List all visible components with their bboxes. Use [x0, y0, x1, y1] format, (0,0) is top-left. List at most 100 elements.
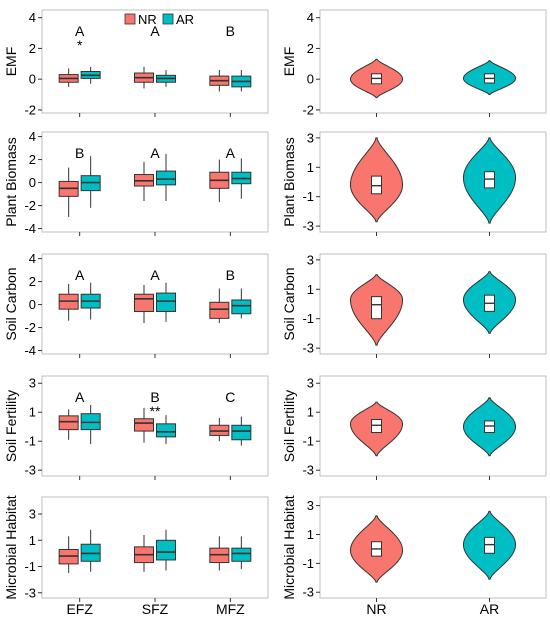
box-ar-efz [80, 529, 101, 572]
y-tick-label: -1 [302, 434, 314, 449]
box-ar-mfz [231, 158, 252, 199]
violin-inner-box [484, 420, 495, 434]
x-tick-label-efz: EFZ [66, 601, 93, 617]
box-ar-efz [80, 282, 101, 320]
box-iqr [134, 293, 154, 312]
significance-letter: A [75, 23, 85, 39]
legend-label-nr: NR [138, 12, 157, 27]
y-axis-label: EMF [3, 47, 19, 77]
panel-plant-biomass-by-zone: -4 -2 0 2 4 Plant Biomass B A A [3, 129, 269, 236]
y-tick-label: -3 [24, 463, 36, 478]
panel-frame [319, 9, 547, 114]
legend-swatch-nr [124, 13, 136, 25]
legend-swatch-ar [162, 13, 174, 25]
y-tick-label: 3 [307, 252, 314, 267]
box-ar-sfz [156, 69, 176, 87]
box-nr-sfz [134, 407, 154, 443]
y-tick-label: -1 [302, 189, 314, 204]
significance-letter: B [226, 267, 235, 283]
box-iqr [156, 423, 176, 438]
x-tick-label-mfz: MFZ [216, 601, 245, 617]
y-tick-label: -3 [302, 341, 314, 356]
box-iqr [209, 301, 230, 319]
y-tick-label: 2 [307, 41, 314, 56]
violin-nr [349, 58, 404, 99]
y-tick-label: 3 [307, 498, 314, 513]
y-tick-label: 2 [29, 152, 36, 167]
box-nr-sfz [134, 161, 154, 201]
panel-emf-by-zone: -2 0 2 4 EMF A A B * [3, 9, 269, 117]
y-tick-label: 0 [29, 175, 36, 190]
box-nr-efz [58, 167, 79, 218]
panel-microbial-habitat-by-restoration: -3 -1 1 3 Microbial Habitat NR AR [281, 495, 547, 617]
significance-letter: A [150, 145, 160, 161]
panel-soil-carbon-by-restoration: -3 -1 1 3 Soil Carbon [281, 252, 547, 358]
violin-inner-box [371, 175, 382, 195]
y-axis-label: Microbial Habitat [281, 495, 297, 599]
box-iqr [58, 415, 79, 431]
panel-soil-fertility-by-restoration: -3 -1 1 3 Soil Fertility [281, 375, 547, 480]
violin-inner-box [484, 171, 495, 189]
y-axis-label: Soil Fertility [3, 390, 19, 462]
box-iqr [156, 539, 176, 561]
box-ar-mfz [231, 69, 252, 92]
box-nr-mfz [209, 69, 230, 92]
box-ar-mfz [231, 288, 252, 319]
box-nr-efz [58, 536, 79, 574]
y-tick-label: -2 [24, 102, 36, 117]
significance-letter: B [226, 23, 235, 39]
y-tick-label: 1 [307, 527, 314, 542]
box-ar-mfz [231, 416, 252, 446]
significance-letter: A [150, 267, 160, 283]
significance-letter: B [150, 389, 159, 405]
panel-frame [319, 253, 547, 355]
panel-plant-biomass-by-restoration: -3 -1 1 3 Plant Biomass [281, 130, 547, 236]
y-tick-label: -3 [302, 219, 314, 234]
y-tick-label: -2 [24, 198, 36, 213]
violin-nr [349, 401, 404, 457]
y-tick-label: 4 [29, 10, 36, 25]
y-tick-label: 1 [29, 405, 36, 420]
y-tick-label: -1 [302, 556, 314, 571]
y-tick-label: -1 [24, 434, 36, 449]
significance-letter: A [150, 23, 160, 39]
panel-microbial-habitat-by-zone: -3 -1 1 3 Microbial Habitat EFZ SFZ MFZ [3, 495, 269, 617]
y-tick-label: 1 [29, 533, 36, 548]
box-ar-sfz [156, 529, 176, 571]
box-nr-efz [58, 283, 79, 321]
y-tick-label: 3 [307, 130, 314, 145]
panel-emf-by-restoration: -2 0 2 4 EMF [281, 9, 547, 117]
y-tick-label: 0 [29, 297, 36, 312]
y-axis-label: Soil Carbon [281, 267, 297, 340]
box-iqr [134, 418, 154, 432]
x-tick-label-sfz: SFZ [142, 601, 169, 617]
y-tick-label: 0 [29, 72, 36, 87]
box-ar-sfz [156, 153, 176, 201]
violin-ar [462, 397, 517, 457]
y-tick-label: -4 [24, 343, 36, 358]
box-nr-sfz [134, 535, 154, 572]
box-nr-efz [58, 68, 79, 87]
box-ar-sfz [156, 415, 176, 445]
violin-inner-box [484, 536, 495, 554]
y-axis-label: EMF [281, 47, 297, 77]
box-ar-efz [80, 156, 101, 208]
violin-ar [462, 60, 517, 96]
significance-letter: A [75, 267, 85, 283]
y-tick-label: 4 [29, 129, 36, 144]
box-ar-efz [80, 66, 101, 84]
y-tick-label: 1 [307, 282, 314, 297]
y-tick-label: 4 [307, 10, 314, 25]
y-tick-label: 1 [307, 160, 314, 175]
y-tick-label: -3 [302, 463, 314, 478]
y-tick-label: 1 [307, 405, 314, 420]
x-tick-label-nr: NR [366, 601, 386, 617]
violin-inner-box [371, 296, 382, 320]
significance-letter: A [226, 145, 236, 161]
y-tick-label: -1 [24, 559, 36, 574]
violin-ar [462, 137, 517, 224]
y-tick-label: 3 [29, 376, 36, 391]
violin-ar [462, 271, 517, 334]
significance-letter: C [225, 389, 235, 405]
